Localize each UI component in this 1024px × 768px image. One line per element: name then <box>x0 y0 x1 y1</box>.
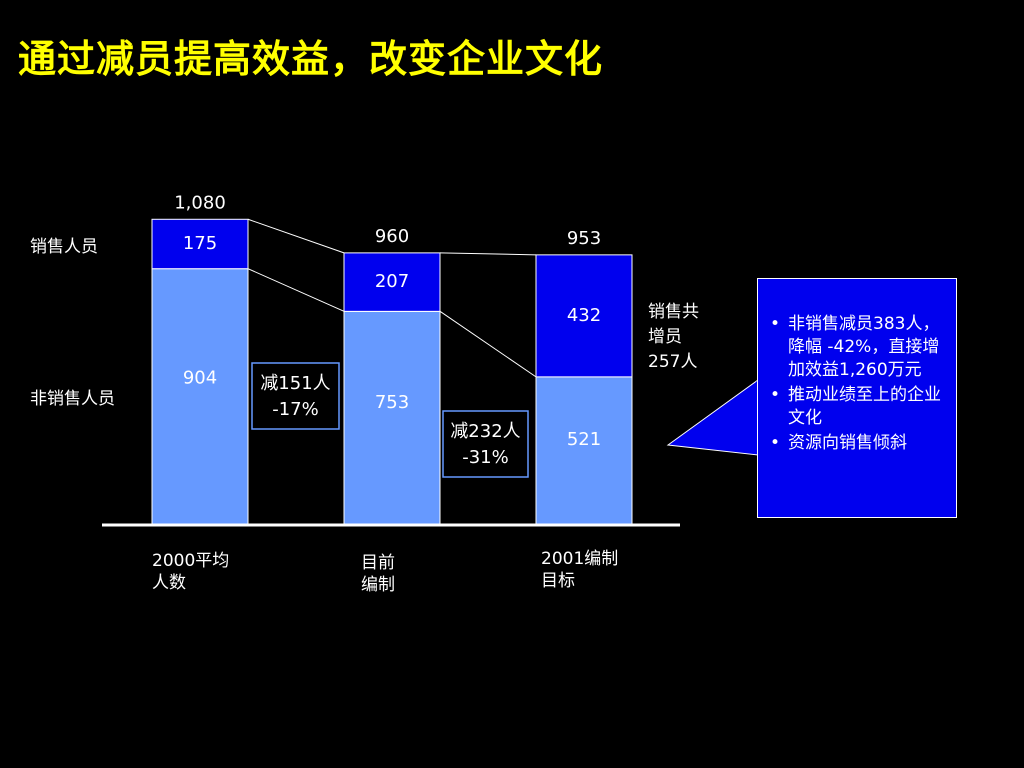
category-label-current-line-1: 目前 <box>361 553 395 573</box>
data-label-non-sales-1: 753 <box>375 392 409 413</box>
summary-item: 非销售减员383人，降幅 -42%，直接增加效益1,260万元 <box>770 313 948 382</box>
reduction-box-1 <box>442 410 529 478</box>
sales-increase-annotation: 销售共 增员 257人 <box>648 300 699 375</box>
sales-increase-line-3: 257人 <box>648 352 698 372</box>
legend-non-sales-label: 非销售人员 <box>30 389 115 409</box>
data-label-non-sales-0: 904 <box>183 367 217 388</box>
category-label-2000-line-2: 人数 <box>152 573 186 593</box>
data-label-non-sales-2: 521 <box>567 429 601 450</box>
total-label-2: 953 <box>567 228 601 249</box>
category-label-2001: 2001编制 目标 <box>541 548 618 592</box>
reduction-count-0: 减151人 <box>260 373 330 394</box>
legend-sales-label: 销售人员 <box>30 237 98 257</box>
connector-top-1 <box>439 252 537 256</box>
category-label-2001-line-1: 2001编制 <box>541 549 619 569</box>
reduction-percent-1: -31% <box>462 447 509 468</box>
summary-list: 非销售减员383人，降幅 -42%，直接增加效益1,260万元 推动业绩至上的企… <box>766 313 948 455</box>
total-label-0: 1,080 <box>174 192 226 213</box>
sales-increase-line-2: 增员 <box>648 327 682 347</box>
bar-non-sales-2 <box>535 376 633 525</box>
category-label-current: 目前 编制 <box>361 552 395 596</box>
summary-item: 资源向销售倾斜 <box>770 432 948 455</box>
connector-top-0 <box>247 218 345 254</box>
reduction-box-0 <box>251 362 340 430</box>
bar-non-sales-0 <box>151 268 249 525</box>
category-label-current-line-2: 编制 <box>361 575 395 595</box>
bar-sales-2 <box>535 254 633 378</box>
category-label-2001-line-2: 目标 <box>541 571 575 591</box>
summary-callout-box: 非销售减员383人，降幅 -42%，直接增加效益1,260万元 推动业绩至上的企… <box>757 278 957 518</box>
data-label-sales-0: 175 <box>183 233 217 254</box>
bar-sales-0 <box>151 218 249 270</box>
connector-mid-1 <box>439 310 537 378</box>
summary-item: 推动业绩至上的企业文化 <box>770 384 948 430</box>
reduction-count-1: 减232人 <box>450 421 520 442</box>
data-label-sales-2: 432 <box>567 305 601 326</box>
bar-sales-1 <box>343 252 441 312</box>
data-label-sales-1: 207 <box>375 271 409 292</box>
sales-increase-line-1: 销售共 <box>648 302 699 322</box>
bar-non-sales-1 <box>343 310 441 525</box>
total-label-1: 960 <box>375 226 409 247</box>
category-label-2000-line-1: 2000平均 <box>152 551 230 571</box>
connector-mid-0 <box>247 268 345 312</box>
reduction-percent-0: -17% <box>272 399 319 420</box>
page-title: 通过减员提高效益，改变企业文化 <box>18 37 604 81</box>
category-label-2000: 2000平均 人数 <box>152 550 229 594</box>
